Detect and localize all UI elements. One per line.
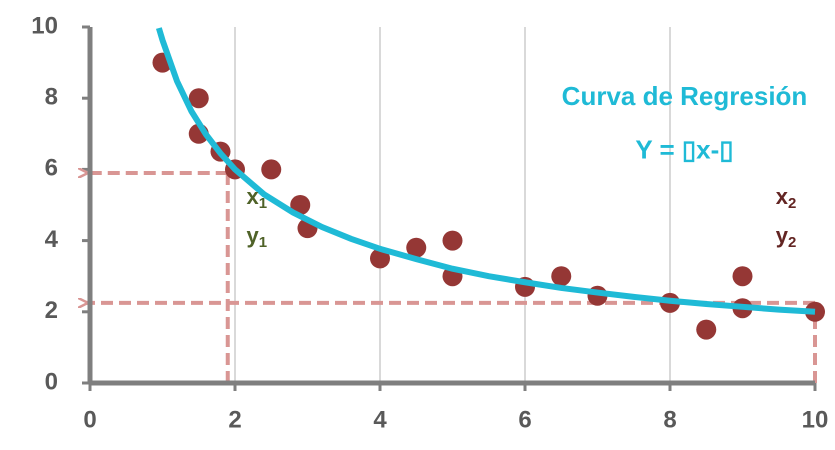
annotation-text: Y = ▯x-▯ <box>635 134 733 164</box>
x-tick-label: 2 <box>228 406 241 433</box>
x-tick-label: 4 <box>373 406 387 433</box>
x-tick-label: 8 <box>663 406 676 433</box>
annotation-sub: 1 <box>259 195 267 212</box>
x-tick-label: 0 <box>83 406 96 433</box>
point <box>442 230 463 251</box>
annotation-sub: 2 <box>788 195 796 212</box>
point <box>290 195 311 215</box>
y-tick-label: 8 <box>45 84 58 111</box>
annotation: y1 <box>246 223 267 251</box>
annotation-sub: 1 <box>259 234 267 251</box>
annotation-text: y <box>776 223 789 248</box>
annotation-text: Curva de Regresión <box>562 81 808 111</box>
x-tick-label: 6 <box>518 406 531 433</box>
y-tick-label: 10 <box>31 12 58 39</box>
y-tick-label: 6 <box>45 155 58 182</box>
annotation-text: x <box>776 184 789 209</box>
point <box>551 266 572 287</box>
point <box>261 159 282 180</box>
y-tick-label: 2 <box>45 297 58 324</box>
point <box>188 88 209 109</box>
annotation-text: x <box>246 184 259 209</box>
point <box>370 248 390 269</box>
point <box>732 266 753 287</box>
annotation: y2 <box>776 223 797 251</box>
annotation-sub: 2 <box>788 234 796 251</box>
point <box>696 319 717 340</box>
annotation: Y = ▯x-▯ <box>635 134 733 164</box>
y-tick-label: 4 <box>45 226 59 253</box>
annotation: x2 <box>776 184 797 212</box>
point <box>406 237 427 258</box>
annotation: Curva de Regresión <box>562 81 808 111</box>
annotation: x1 <box>246 184 267 212</box>
regression-curve <box>156 27 816 315</box>
y-tick-label: 0 <box>45 368 58 395</box>
annotation-text: y <box>246 223 259 248</box>
x-tick-label: 10 <box>802 406 829 433</box>
